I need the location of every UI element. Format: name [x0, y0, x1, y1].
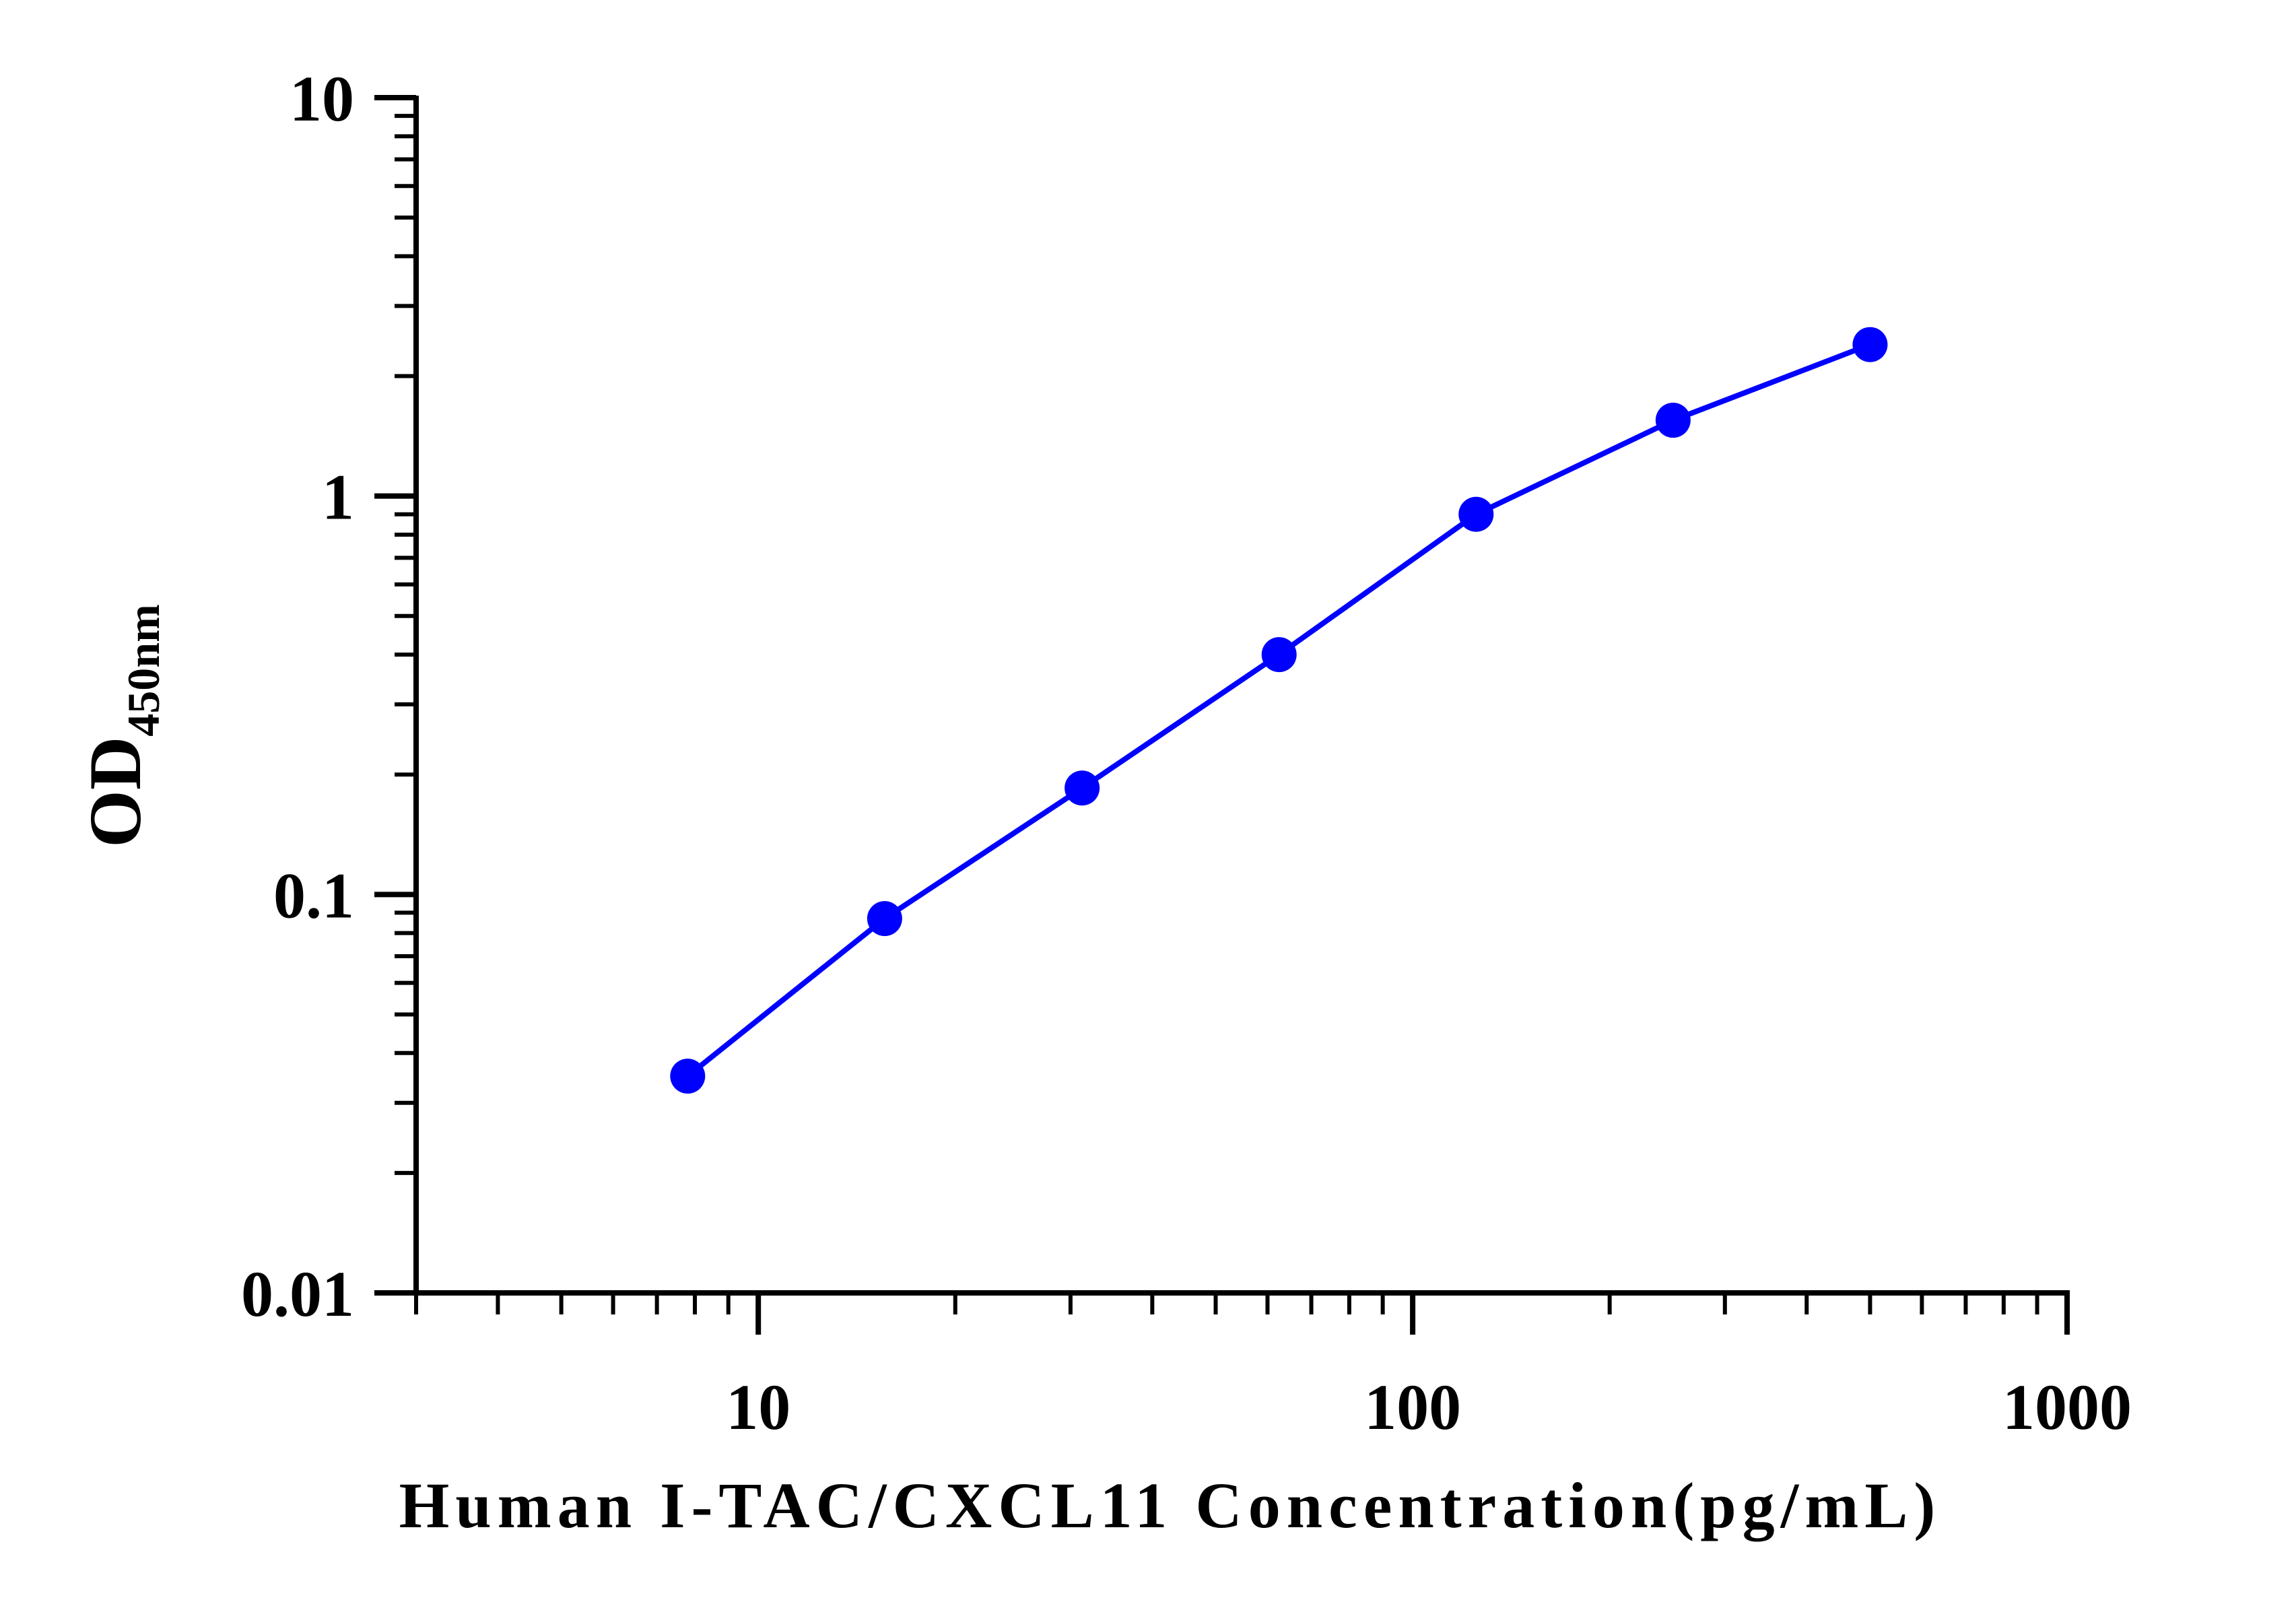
x-tick-label: 10: [726, 1371, 790, 1443]
y-tick-label: 10: [290, 63, 354, 135]
y-axis-title-main: OD: [74, 737, 156, 848]
x-axis-title: Human I-TAC/CXCL11 Concentration(pg/mL): [399, 1469, 1942, 1541]
y-tick-label: 0.01: [241, 1258, 354, 1330]
ticks: [374, 95, 2070, 1335]
data-point: [1655, 403, 1691, 438]
y-tick-label: 1: [322, 461, 354, 533]
data-point: [670, 1059, 706, 1094]
axes: [413, 96, 2070, 1296]
series-line: [685, 341, 1871, 1079]
y-axis-title-subscript: 450nm: [118, 604, 169, 736]
y-tick-label: 0.1: [273, 859, 354, 931]
data-point: [1852, 327, 1888, 362]
data-point: [1261, 637, 1297, 673]
y-axis-title: OD450nm: [74, 604, 169, 847]
x-tick-label: 100: [1364, 1371, 1461, 1443]
data-point: [867, 901, 902, 937]
tick-labels: 0.01 0.1 1 10 10 100 1000: [241, 63, 2132, 1443]
data-point: [1065, 770, 1100, 806]
data-point: [1458, 496, 1494, 532]
x-tick-label: 1000: [2002, 1371, 2132, 1443]
series-layer: [670, 327, 1888, 1094]
